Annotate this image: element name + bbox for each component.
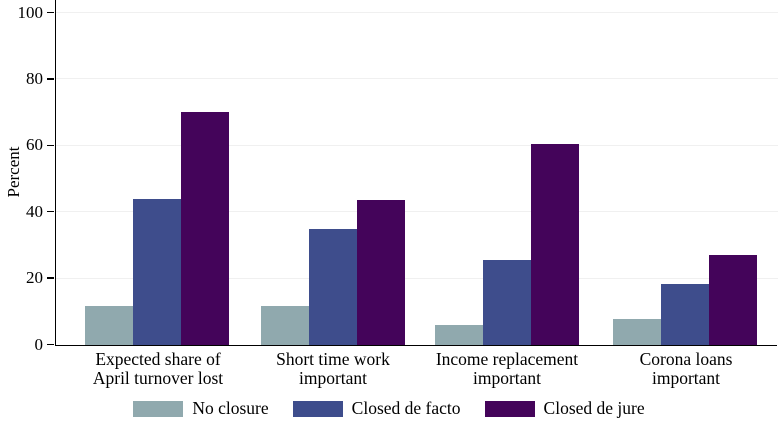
legend: No closure Closed de facto Closed de jure — [0, 398, 778, 419]
legend-label: No closure — [192, 398, 269, 418]
y-tick-label-100: 100 — [17, 2, 44, 22]
y-tick-100 — [47, 11, 55, 14]
bar-closed-de-facto-group-3 — [483, 259, 531, 345]
y-tick-20 — [47, 277, 55, 279]
y-tick-label-80: 80 — [26, 68, 43, 88]
bar-closed-de-facto-group-1 — [133, 199, 181, 345]
x-category-label-2: Short time work important — [276, 349, 390, 388]
legend-swatch-no-closure — [133, 400, 184, 417]
bar-closed-de-jure-group-1 — [181, 112, 229, 345]
gridline-20 — [56, 277, 778, 279]
y-tick-60 — [47, 144, 55, 147]
bar-closed-de-facto-group-2 — [309, 228, 357, 345]
y-tick-40 — [47, 210, 55, 213]
bar-closed-de-jure-group-3 — [531, 144, 579, 345]
x-category-label-1: Expected share of April turnover lost — [92, 349, 224, 388]
x-category-label-3: Income replacement important — [435, 349, 579, 388]
bar-no-closure-group-1 — [85, 306, 133, 345]
bar-closed-de-jure-group-2 — [357, 200, 405, 345]
legend-label: Closed de facto — [351, 398, 461, 418]
gridline-80 — [56, 78, 778, 80]
legend-swatch-closed-de-jure — [484, 400, 535, 417]
bar-closed-de-jure-group-4 — [709, 254, 757, 345]
bar-closed-de-facto-group-4 — [661, 284, 709, 345]
y-tick-label-20: 20 — [26, 268, 43, 288]
legend-item-closed-de-facto: Closed de facto — [292, 398, 461, 419]
gridline-60 — [56, 144, 778, 146]
legend-item-no-closure: No closure — [133, 398, 269, 419]
legend-swatch-closed-de-facto — [292, 400, 343, 417]
x-axis-category-labels: Expected share of April turnover lost Sho… — [0, 350, 778, 392]
legend-item-closed-de-jure: Closed de jure — [484, 398, 645, 419]
bar-no-closure-group-2 — [261, 306, 309, 345]
plot-area: 0 20 40 60 80 100 — [18, 0, 778, 354]
bar-no-closure-group-4 — [613, 319, 661, 345]
gridline-40 — [56, 211, 778, 213]
y-tick-80 — [47, 78, 55, 80]
x-category-label-4: Corona loans important — [639, 349, 733, 388]
y-tick-label-40: 40 — [26, 201, 43, 221]
gridline-100 — [56, 12, 778, 13]
y-tick-label-0: 0 — [34, 334, 44, 354]
y-tick-0 — [47, 343, 55, 346]
y-tick-label-60: 60 — [26, 135, 43, 155]
legend-label: Closed de jure — [543, 398, 645, 418]
bar-no-closure-group-3 — [435, 325, 483, 345]
